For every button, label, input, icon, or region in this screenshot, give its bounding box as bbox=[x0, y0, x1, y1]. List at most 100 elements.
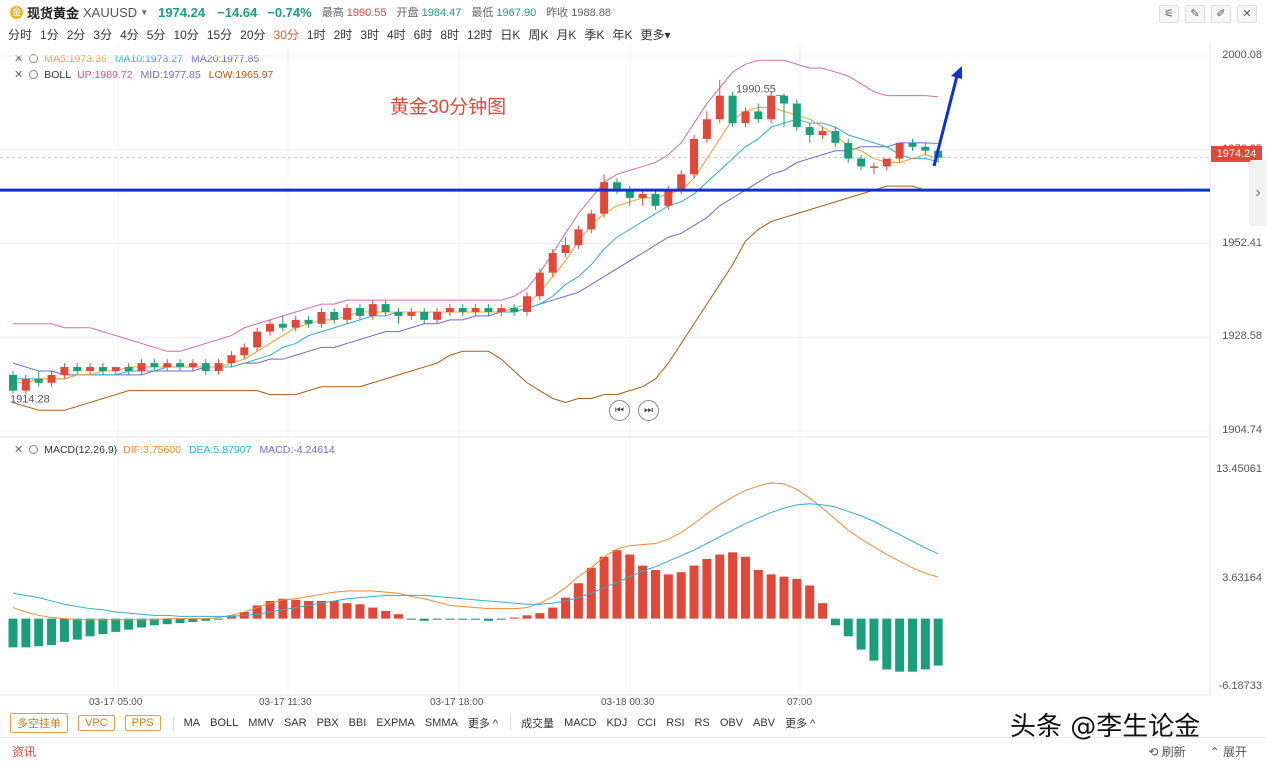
low-price-label: 1914.28 bbox=[10, 393, 50, 405]
period-tab[interactable]: 30分 bbox=[273, 28, 299, 42]
candle-body bbox=[535, 272, 544, 297]
period-tab[interactable]: 5分 bbox=[146, 28, 166, 42]
eye-icon[interactable] bbox=[29, 54, 39, 63]
sub-indicator-item[interactable]: 更多 ^ bbox=[785, 718, 816, 730]
ma10-line bbox=[13, 118, 939, 380]
candle-body bbox=[612, 182, 621, 191]
sub-indicator-item[interactable]: RSI bbox=[666, 717, 685, 729]
eye-icon[interactable] bbox=[29, 445, 39, 454]
candle-body bbox=[561, 245, 570, 253]
macd-bar bbox=[676, 572, 686, 619]
period-tab[interactable]: 3分 bbox=[93, 28, 113, 42]
indicator-settings-icon[interactable]: ⚟ bbox=[1159, 5, 1179, 23]
candle-body bbox=[754, 111, 763, 120]
candle-body bbox=[420, 311, 429, 320]
main-indicator-item[interactable]: MMV bbox=[248, 717, 274, 729]
open-stat: 开盘 1984.47 bbox=[396, 7, 462, 19]
skip-back-icon[interactable]: ⏮ bbox=[609, 400, 630, 421]
close-icon[interactable]: ✕ bbox=[14, 444, 24, 456]
tool-button[interactable]: PPS bbox=[124, 715, 161, 731]
period-tab[interactable]: 日K bbox=[500, 28, 521, 42]
candle-body bbox=[137, 363, 146, 371]
candle-body bbox=[317, 311, 326, 324]
sub-indicator-item[interactable]: KDJ bbox=[606, 717, 628, 729]
symbol-selector[interactable]: 金 现货黄金 XAUUSD ▼ bbox=[10, 3, 148, 22]
candle-body bbox=[574, 229, 583, 246]
sub-indicator-item[interactable]: MACD bbox=[564, 717, 597, 729]
candle-body bbox=[21, 378, 30, 391]
period-tab[interactable]: 周K bbox=[528, 28, 549, 42]
period-tab[interactable]: 20分 bbox=[240, 28, 266, 42]
period-tab[interactable]: 2分 bbox=[66, 28, 86, 42]
period-tab[interactable]: 分时 bbox=[8, 28, 33, 42]
main-indicator-item[interactable]: BBI bbox=[348, 717, 367, 729]
news-tab[interactable]: 资讯 bbox=[12, 744, 37, 759]
sub-indicator-item[interactable]: OBV bbox=[719, 717, 744, 729]
period-tab[interactable]: 季K bbox=[584, 28, 605, 42]
current-price-tag: 1974.24 bbox=[1211, 146, 1262, 162]
candle-body bbox=[497, 308, 506, 312]
brush-icon[interactable]: ✐ bbox=[1211, 5, 1231, 23]
chevron-right-icon[interactable]: › bbox=[1249, 160, 1267, 226]
period-tab[interactable]: 4分 bbox=[120, 28, 139, 42]
period-tab[interactable]: 更多▾ bbox=[640, 28, 671, 42]
skip-forward-icon[interactable]: ⏭ bbox=[638, 400, 659, 421]
period-tab[interactable]: 2时 bbox=[333, 28, 353, 42]
main-indicator-item[interactable]: MA bbox=[183, 717, 201, 729]
macd-bar bbox=[933, 618, 943, 666]
macd-bar bbox=[818, 603, 828, 619]
candle-body bbox=[857, 158, 866, 167]
boll-up-line bbox=[13, 59, 939, 352]
period-tab[interactable]: 12时 bbox=[467, 28, 493, 42]
candle-body bbox=[805, 127, 814, 135]
main-indicator-item[interactable]: EXPMA bbox=[376, 717, 415, 729]
quote-header: 金 现货黄金 XAUUSD ▼ 1974.24 −14.64 −0.74% 最高… bbox=[0, 0, 1267, 24]
macd-bar bbox=[612, 550, 622, 619]
macd-bar bbox=[663, 574, 673, 619]
candle-body bbox=[664, 190, 673, 206]
period-tab[interactable]: 月K bbox=[556, 28, 577, 42]
tool-button[interactable]: VPC bbox=[78, 715, 115, 731]
divider bbox=[510, 716, 512, 730]
macd-bar bbox=[162, 618, 172, 625]
main-indicator-item[interactable]: SAR bbox=[283, 717, 307, 729]
sub-indicator-item[interactable]: CCI bbox=[637, 717, 657, 729]
sub-indicator-item[interactable]: ABV bbox=[753, 717, 776, 729]
eye-icon[interactable] bbox=[29, 70, 39, 79]
candle-body bbox=[253, 331, 262, 348]
period-tab[interactable]: 10分 bbox=[173, 28, 199, 42]
candle-body bbox=[702, 119, 711, 139]
main-indicator-item[interactable]: BOLL bbox=[210, 717, 239, 729]
period-tab[interactable]: 6时 bbox=[413, 28, 433, 42]
main-indicator-item[interactable]: 更多 ^ bbox=[467, 718, 499, 730]
macd-legend: ✕ MACD(12,26,9) DIF:3.75600 DEA:5.87907 … bbox=[14, 443, 343, 457]
period-tab[interactable]: 15分 bbox=[206, 28, 233, 42]
tool-button[interactable]: 多空挂单 bbox=[10, 713, 68, 733]
main-indicator-item[interactable]: PBX bbox=[316, 717, 339, 729]
period-tab[interactable]: 年K bbox=[612, 28, 633, 42]
macd-tick-label: 13.45061 bbox=[1216, 463, 1262, 475]
draw-pen-icon[interactable]: ✎ bbox=[1185, 5, 1205, 23]
sub-indicator-item[interactable]: 成交量 bbox=[521, 718, 555, 730]
refresh-button[interactable]: ⟲ 刷新 bbox=[1148, 744, 1186, 759]
candle-body bbox=[882, 158, 891, 167]
prev-close-value: 1988.88 bbox=[571, 7, 612, 19]
macd-bar bbox=[753, 570, 763, 619]
period-tab[interactable]: 4时 bbox=[386, 28, 406, 42]
close-icon[interactable]: ✕ bbox=[14, 69, 24, 81]
period-tab[interactable]: 1分 bbox=[40, 28, 59, 42]
candle-body bbox=[600, 182, 609, 214]
candle-body bbox=[818, 131, 827, 135]
period-tab[interactable]: 3时 bbox=[360, 28, 379, 42]
expand-button[interactable]: ⌃ 展开 bbox=[1209, 744, 1247, 759]
period-tab[interactable]: 1时 bbox=[306, 28, 326, 42]
candle-body bbox=[433, 311, 442, 320]
main-indicator-item[interactable]: SMMA bbox=[424, 717, 458, 729]
close-icon[interactable]: ✕ bbox=[1237, 5, 1257, 23]
macd-bar bbox=[149, 618, 159, 626]
close-icon[interactable]: ✕ bbox=[14, 53, 24, 65]
sub-indicator-item[interactable]: RS bbox=[694, 717, 710, 729]
period-tab[interactable]: 8时 bbox=[440, 28, 460, 42]
macd-bar bbox=[830, 618, 840, 626]
